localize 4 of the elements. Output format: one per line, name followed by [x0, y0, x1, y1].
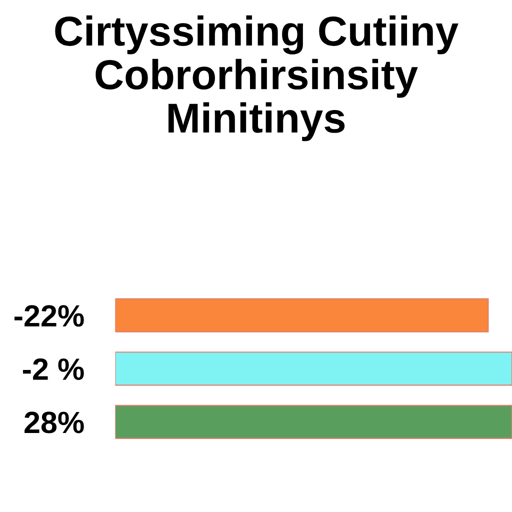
y-tick-label: -22%: [14, 305, 84, 327]
y-tick-label: 28%: [24, 412, 84, 434]
chart-title: Cirtyssiming Cutiiny Cobrorhirsinsity Minitinys: [55, 15, 458, 142]
y-tick-label: -2 %: [23, 358, 84, 380]
